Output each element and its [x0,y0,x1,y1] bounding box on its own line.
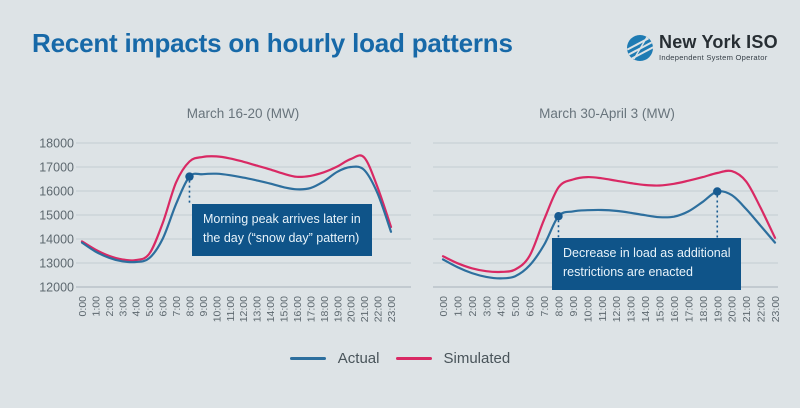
x-axis-tick-label: 6:00 [525,296,537,317]
chart-title-march-30-april-3: March 30-April 3 (MW) [539,106,675,121]
x-axis-tick-label: 23:00 [386,296,398,322]
y-axis-tick-label: 13000 [39,257,74,271]
chart-title-march-16-20: March 16-20 (MW) [186,106,300,121]
x-axis-tick-label: 2:00 [467,296,479,317]
x-axis-tick-label: 4:00 [496,296,508,317]
nyiso-logo-icon [626,34,654,61]
x-axis-tick-label: 20:00 [346,296,358,322]
x-axis-tick-label: 0:00 [438,296,450,317]
x-axis-tick-label: 8:00 [184,296,196,317]
page-title: Recent impacts on hourly load patterns [32,28,513,58]
x-axis-tick-label: 12:00 [611,296,623,322]
logo-subtitle: Independent System Operator [659,53,768,62]
x-axis-tick-label: 9:00 [568,296,580,317]
x-axis-tick-label: 13:00 [626,296,638,322]
annotation-snow-day: Morning peak arrives later in the day (“… [192,204,372,256]
x-axis-tick-label: 8:00 [553,296,565,317]
x-axis-tick-label: 13:00 [252,296,264,322]
x-axis-tick-label: 20:00 [727,296,739,322]
x-axis-tick-label: 5:00 [510,296,522,317]
x-axis-tick-label: 9:00 [198,296,210,317]
x-axis-tick-label: 14:00 [640,296,652,322]
x-axis-tick-label: 7:00 [539,296,551,317]
x-axis-tick-label: 22:00 [373,296,385,322]
x-axis-tick-label: 7:00 [171,296,183,317]
x-axis-tick-label: 11:00 [597,296,609,322]
series-line-simulated [441,169,777,274]
chart-legend: Actual Simulated [0,350,800,367]
marker-dot [713,187,722,196]
x-axis-tick-label: 10:00 [211,296,223,322]
y-axis-tick-label: 12000 [39,281,74,295]
simulated-line-swatch [395,357,432,360]
legend-label-actual: Actual [337,350,380,367]
x-axis-tick-label: 14:00 [265,296,277,322]
y-axis-tick-label: 16000 [39,185,74,199]
marker-dot [554,212,563,221]
x-axis-tick-label: 21:00 [741,296,753,322]
y-axis-tick-label: 15000 [39,209,74,223]
x-axis-tick-label: 23:00 [770,296,782,322]
marker-dot [185,172,194,181]
x-axis-tick-label: 11:00 [225,296,237,322]
x-axis-tick-label: 12:00 [238,296,250,322]
legend-label-simulated: Simulated [443,350,511,367]
y-axis-tick-label: 17000 [39,161,74,175]
actual-line-swatch [289,357,326,360]
x-axis-tick-label: 22:00 [756,296,768,322]
x-axis-tick-label: 19:00 [712,296,724,322]
x-axis-tick-label: 4:00 [131,296,143,317]
x-axis-tick-label: 0:00 [77,296,89,317]
y-axis-tick-label: 18000 [39,137,74,151]
logo-name: New York ISO [659,32,778,52]
x-axis-tick-label: 10:00 [582,296,594,322]
x-axis-tick-label: 2:00 [104,296,116,317]
x-axis-tick-label: 17:00 [683,296,695,322]
y-axis-tick-label: 14000 [39,233,74,247]
legend-item-actual: Actual [289,350,380,367]
x-axis-tick-label: 19:00 [332,296,344,322]
x-axis-tick-label: 1:00 [452,296,464,317]
x-axis-tick-label: 16:00 [292,296,304,322]
x-axis-tick-label: 15:00 [655,296,667,322]
x-axis-tick-label: 3:00 [117,296,129,317]
x-axis-tick-label: 21:00 [359,296,371,322]
legend-item-simulated: Simulated [395,350,511,367]
nyiso-logo: New York ISO Independent System Operator [626,33,778,62]
series-line-actual [80,165,393,264]
x-axis-tick-label: 5:00 [144,296,156,317]
x-axis-tick-label: 18:00 [698,296,710,322]
x-axis-tick-label: 1:00 [90,296,102,317]
x-axis-tick-label: 16:00 [669,296,681,322]
x-axis-tick-label: 15:00 [279,296,291,322]
x-axis-tick-label: 3:00 [481,296,493,317]
series-line-simulated [80,154,393,262]
x-axis-tick-label: 6:00 [158,296,170,317]
x-axis-tick-label: 18:00 [319,296,331,322]
line-chart-march-30-april-3: 0:00 1:00 2:00 3:00 4:00 5:00 6:00 7:00 8:00 9:00… [433,142,782,322]
annotation-restrictions: Decrease in load as additional restricti… [552,238,742,290]
x-axis-tick-label: 17:00 [305,296,317,322]
